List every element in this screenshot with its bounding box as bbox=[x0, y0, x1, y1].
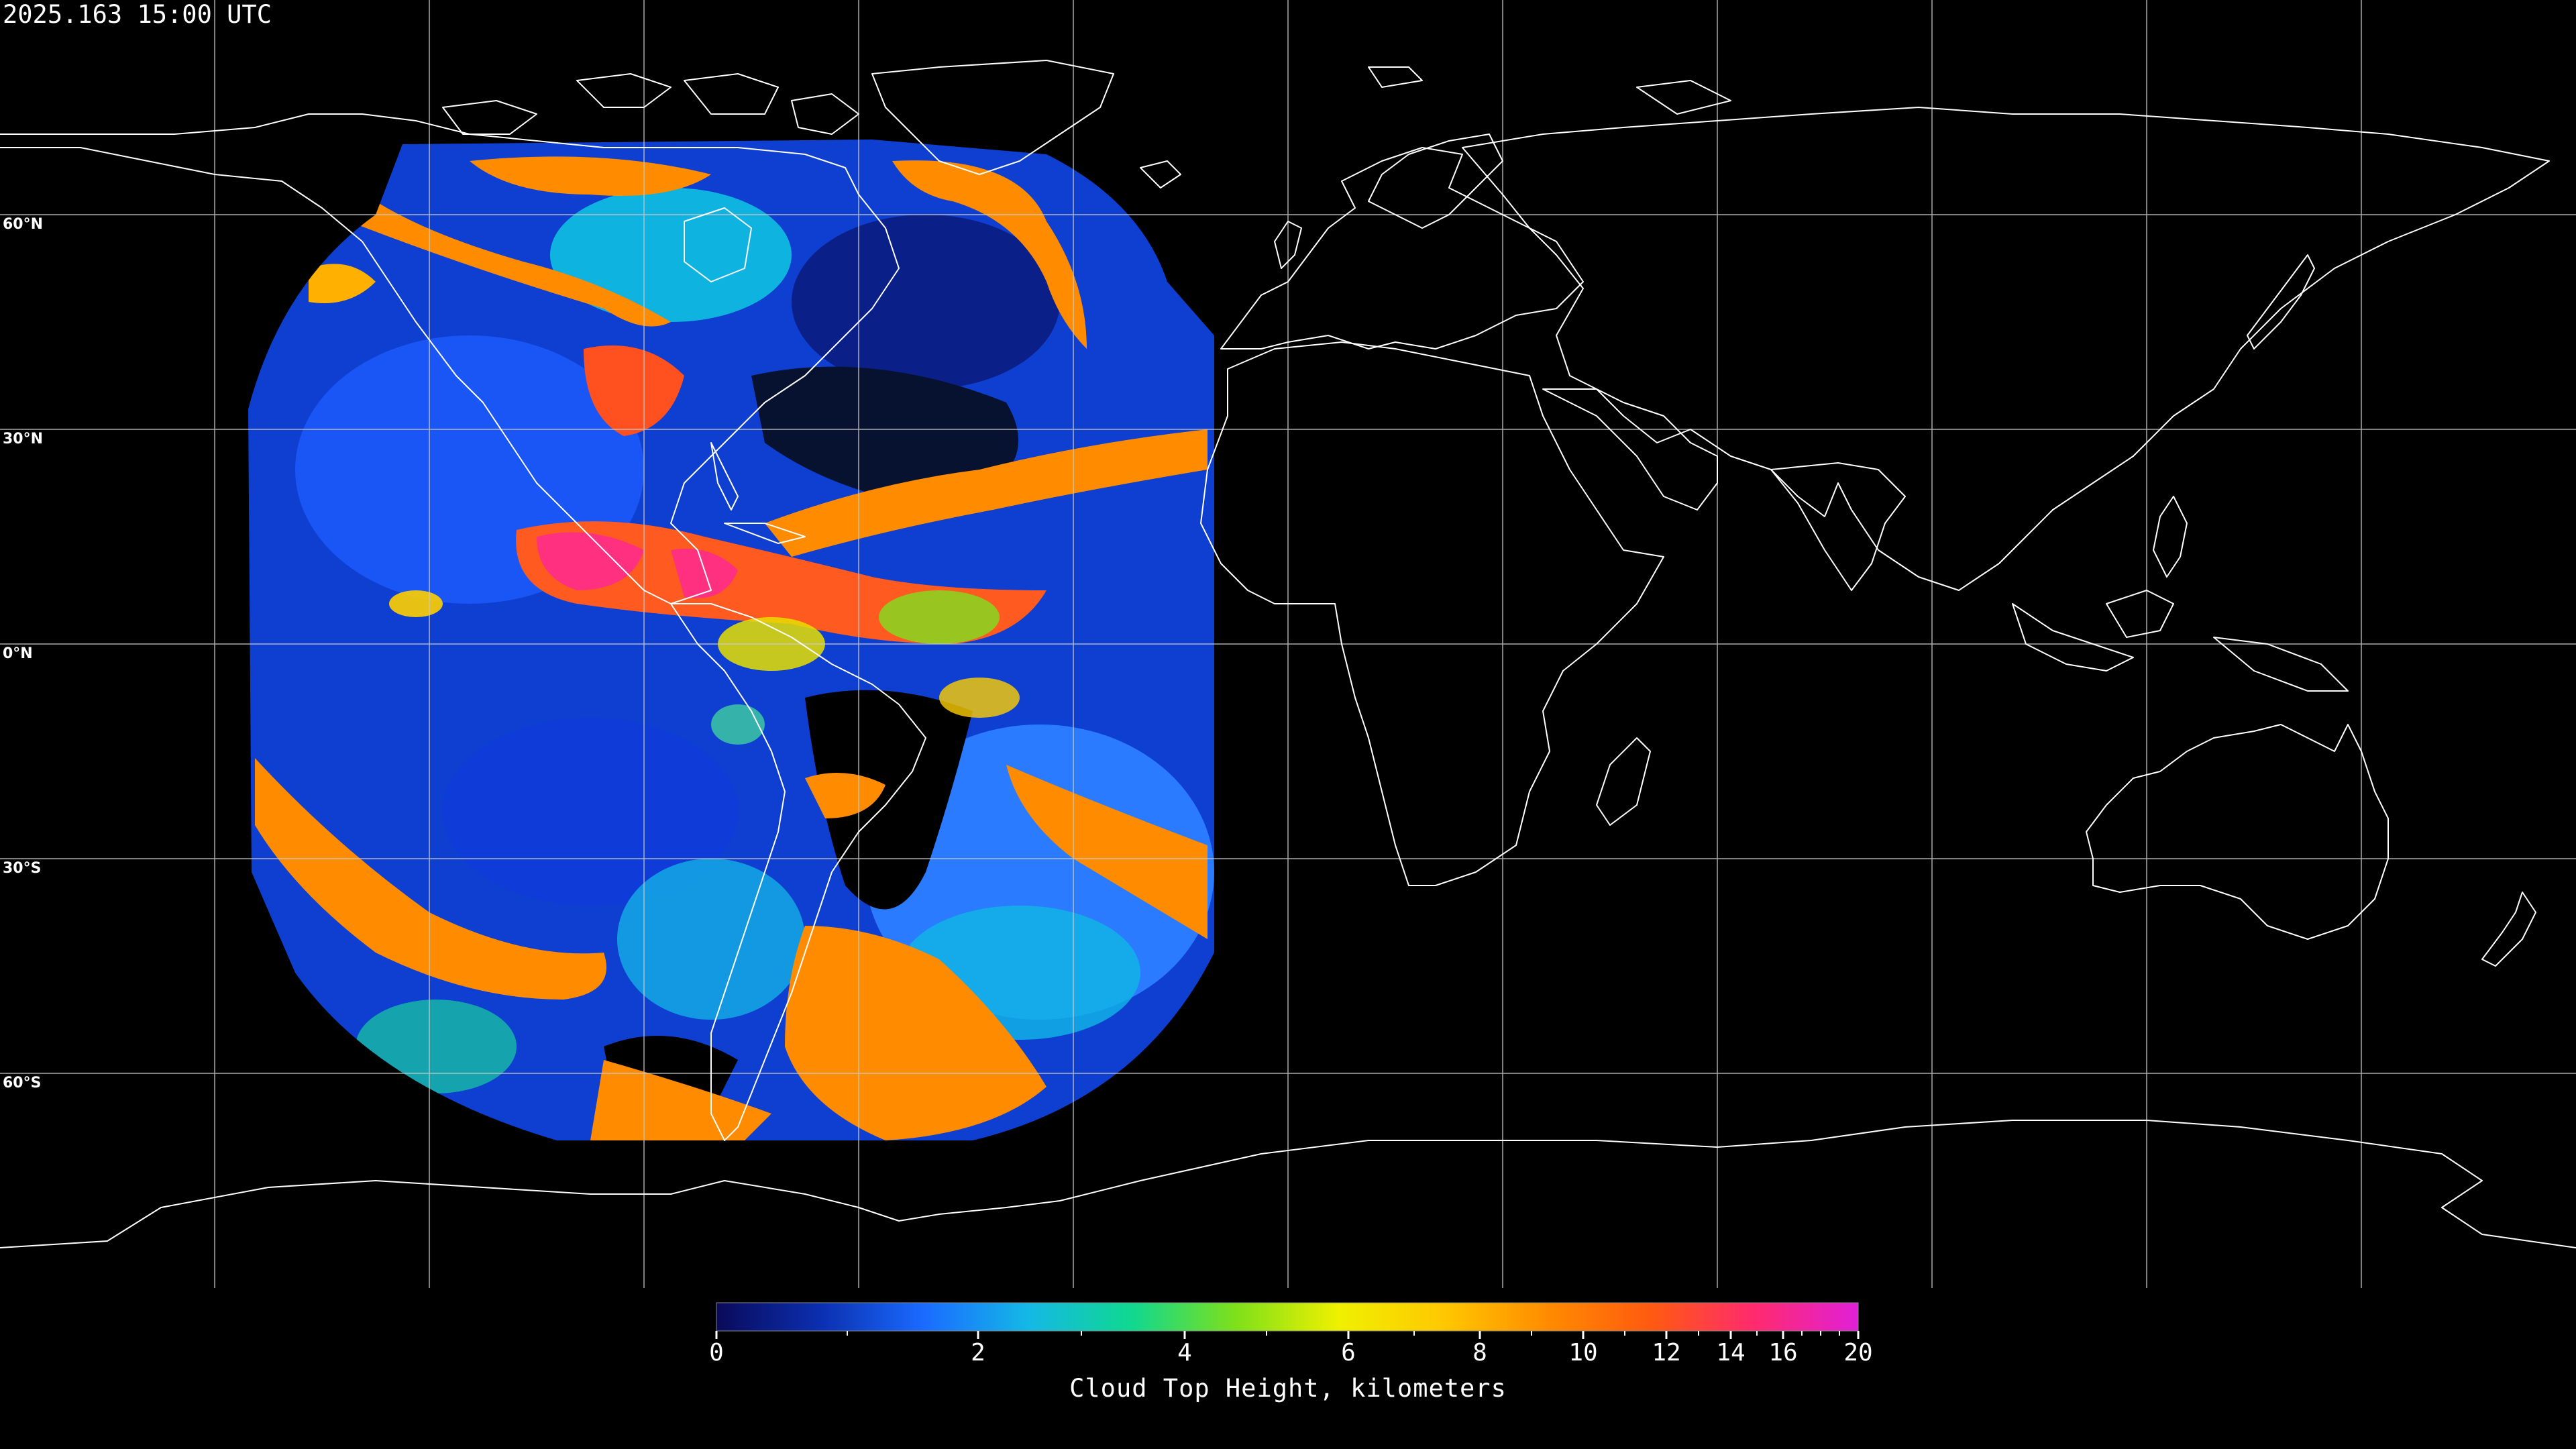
colorbar-gradient bbox=[716, 1302, 1859, 1332]
lat-label-60n: 60°N bbox=[3, 216, 44, 233]
iceland-coast bbox=[1140, 160, 1181, 189]
arctic-islands-1 bbox=[576, 73, 672, 108]
scandinavia-coast bbox=[1368, 133, 1503, 229]
colorbar-ticks bbox=[715, 1331, 1860, 1339]
africa-coast bbox=[1200, 341, 1664, 886]
philippines-coast bbox=[2153, 496, 2188, 578]
arctic-islands-2 bbox=[684, 73, 779, 115]
world-map bbox=[0, 0, 2576, 1288]
cloud-top-swath bbox=[248, 140, 1214, 1140]
hudson-bay-coast bbox=[684, 207, 752, 282]
colorbar-title: Cloud Top Height, kilometers bbox=[1069, 1374, 1507, 1403]
antarctica-coast bbox=[0, 1120, 2576, 1248]
lat-label-60s: 60°S bbox=[3, 1075, 42, 1091]
greenland-coast bbox=[871, 60, 1114, 175]
asia-coast bbox=[1462, 107, 2550, 591]
florida-coast bbox=[710, 442, 739, 511]
madagascar-coast bbox=[1596, 737, 1651, 826]
indonesia-coast-2 bbox=[2106, 590, 2174, 638]
colorbar-tick-label: 4 bbox=[1177, 1339, 1192, 1366]
lat-label-0n: 0°N bbox=[3, 645, 33, 662]
svalbard-coast bbox=[1368, 66, 1423, 88]
colorbar-tick-label: 8 bbox=[1472, 1339, 1487, 1366]
japan-coast bbox=[2247, 254, 2315, 350]
colorbar-tick-label: 16 bbox=[1768, 1339, 1798, 1366]
arctic-islands-3 bbox=[442, 100, 537, 135]
novaya-zemlya-coast bbox=[1636, 80, 1731, 115]
graticule bbox=[0, 0, 2576, 1288]
cuba-coast bbox=[724, 523, 806, 544]
south-america-coast bbox=[670, 603, 926, 1141]
europe-coast bbox=[1220, 147, 1584, 350]
colorbar-tick-label: 10 bbox=[1568, 1339, 1598, 1366]
new-guinea-coast bbox=[2213, 637, 2349, 692]
australia-coast bbox=[2086, 724, 2389, 940]
lat-label-30s: 30°S bbox=[3, 860, 42, 877]
colorbar-tick-label: 2 bbox=[971, 1339, 985, 1366]
lat-label-30n: 30°N bbox=[3, 431, 44, 447]
north-america-coast bbox=[0, 113, 900, 604]
colorbar-tick-label: 12 bbox=[1652, 1339, 1681, 1366]
arctic-islands-4 bbox=[791, 93, 859, 135]
colorbar bbox=[715, 1302, 1860, 1339]
colorbar-tick-label: 20 bbox=[1843, 1339, 1873, 1366]
timestamp: 2025.163 15:00 UTC bbox=[3, 0, 272, 29]
coastlines bbox=[0, 60, 2576, 1248]
indonesia-coast-1 bbox=[2012, 603, 2134, 672]
india-coast bbox=[1770, 462, 1906, 591]
uk-coast bbox=[1274, 221, 1302, 269]
colorbar-tick-label: 14 bbox=[1716, 1339, 1746, 1366]
arabia-coast bbox=[1542, 388, 1718, 511]
colorbar-tick-label: 0 bbox=[709, 1339, 724, 1366]
new-zealand-coast bbox=[2481, 892, 2536, 967]
colorbar-tick-label: 6 bbox=[1341, 1339, 1356, 1366]
